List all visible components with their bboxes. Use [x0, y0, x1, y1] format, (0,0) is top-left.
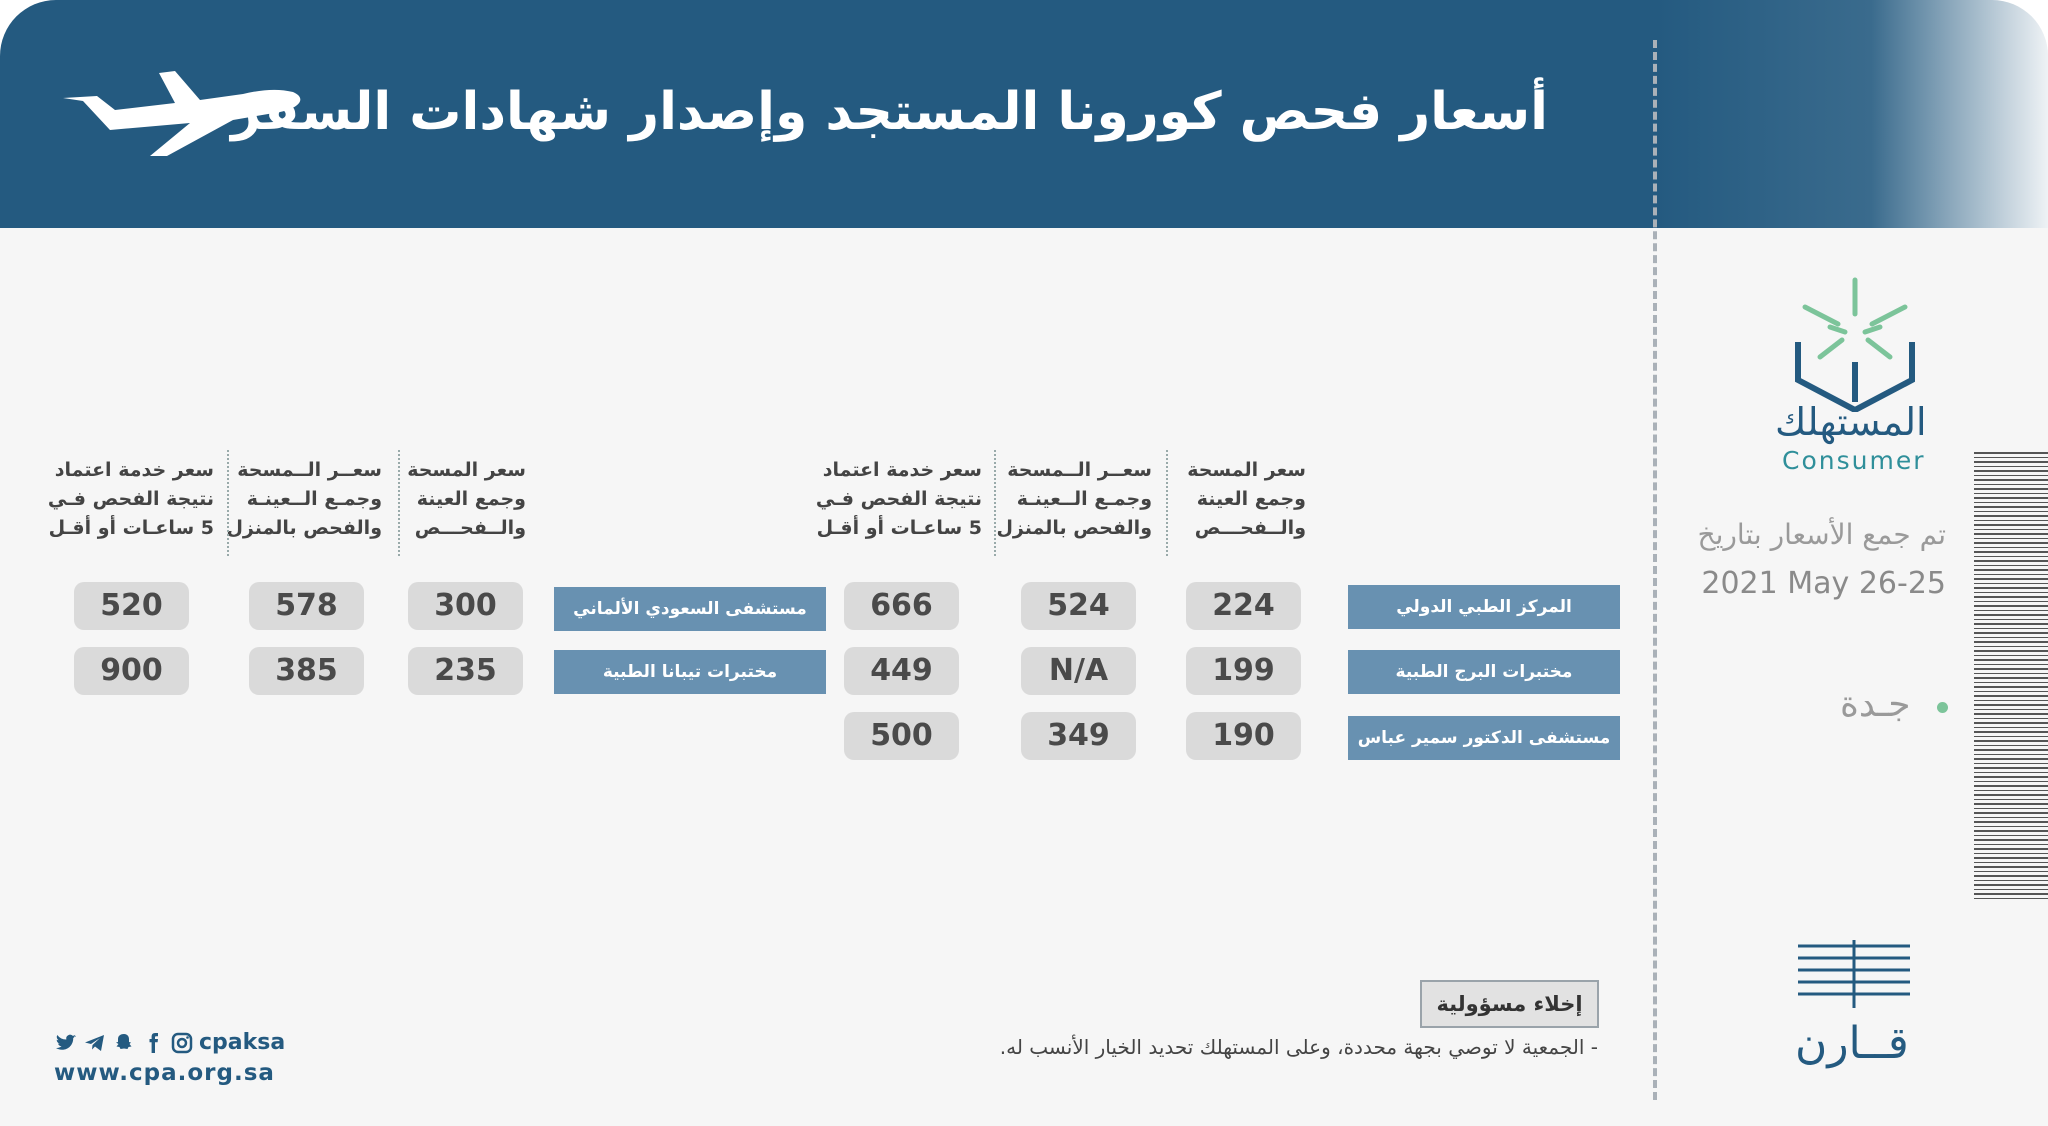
date-label: تم جمع الأسعار بتاريخ	[1697, 518, 1946, 551]
barcode-graphic	[1974, 452, 2048, 902]
price-home: 578	[249, 582, 364, 630]
city-bullet	[1937, 702, 1948, 713]
price-fast-result: 666	[844, 582, 959, 630]
lab-label: المركز الطبي الدولي	[1348, 585, 1620, 629]
social-links: cpaksa	[54, 1030, 285, 1055]
price-swab: 199	[1186, 647, 1301, 695]
column-header-swab: سعر المسحة وجمع العينة والــفحـــص	[1187, 459, 1306, 539]
column-header-fast-result: سعر خدمة اعتماد نتيجة الفحص فـي 5 ساعـات…	[815, 459, 982, 539]
consumer-logo-english: Consumer	[1782, 446, 1926, 475]
column-header-home: سعــر الــمسحة وجمـع الــعينـة والفحص با…	[226, 459, 382, 539]
website-link[interactable]: www.cpa.org.sa	[54, 1060, 275, 1086]
airplane-icon	[63, 71, 301, 156]
header-banner-fade	[1655, 0, 2048, 228]
price-fast-result: 520	[74, 582, 189, 630]
column-separator	[227, 450, 229, 556]
date-value: 2021 May 26-25	[1701, 566, 1946, 601]
ticket-divider	[1653, 40, 1657, 1100]
lab-label: مستشفى السعودي الألماني	[554, 587, 826, 631]
price-fast-result: 500	[844, 712, 959, 760]
page-title: أسعار فحص كورونا المستجد وإصدار شهادات ا…	[231, 82, 1548, 142]
price-home: 349	[1021, 712, 1136, 760]
consumer-logo-arabic: المستهلك	[1775, 400, 1927, 444]
consumer-logo-icon	[1795, 277, 1915, 412]
price-swab: 300	[408, 582, 523, 630]
social-handle: cpaksa	[199, 1030, 286, 1055]
column-header-fast-result: سعر خدمة اعتماد نتيجة الفحص فـي 5 ساعـات…	[47, 459, 214, 539]
lab-label: مختبرات تيبانا الطبية	[554, 650, 826, 694]
city-name: جـدة	[1840, 684, 1911, 725]
column-header-swab: سعر المسحة وجمع العينة والــفحـــص	[407, 459, 526, 539]
price-fast-result: 449	[844, 647, 959, 695]
telegram-icon[interactable]	[83, 1031, 107, 1055]
twitter-icon[interactable]	[54, 1031, 78, 1055]
price-swab: 235	[408, 647, 523, 695]
disclaimer-title: إخلاء مسؤولية	[1420, 980, 1599, 1028]
snapchat-icon[interactable]	[112, 1031, 136, 1055]
price-home: N/A	[1021, 647, 1136, 695]
price-home: 385	[249, 647, 364, 695]
price-home: 524	[1021, 582, 1136, 630]
qaren-logo-icon	[1798, 940, 1910, 1008]
lab-label: مستشفى الدكتور سمير عباس	[1348, 716, 1620, 760]
price-fast-result: 900	[74, 647, 189, 695]
header-banner	[0, 0, 1655, 228]
column-separator	[398, 450, 400, 556]
lab-label: مختبرات البرج الطبية	[1348, 650, 1620, 694]
disclaimer-text: - الجمعية لا توصي بجهة محددة، وعلى المست…	[999, 1035, 1598, 1059]
instagram-icon[interactable]	[170, 1031, 194, 1055]
column-separator	[1166, 450, 1168, 556]
price-swab: 224	[1186, 582, 1301, 630]
column-separator	[994, 450, 996, 556]
qaren-logo-text: قــارن	[1795, 1018, 1909, 1069]
column-header-home: سعــر الــمسحة وجمـع الــعينـة والفحص با…	[996, 459, 1152, 539]
price-swab: 190	[1186, 712, 1301, 760]
facebook-icon[interactable]	[141, 1031, 165, 1055]
